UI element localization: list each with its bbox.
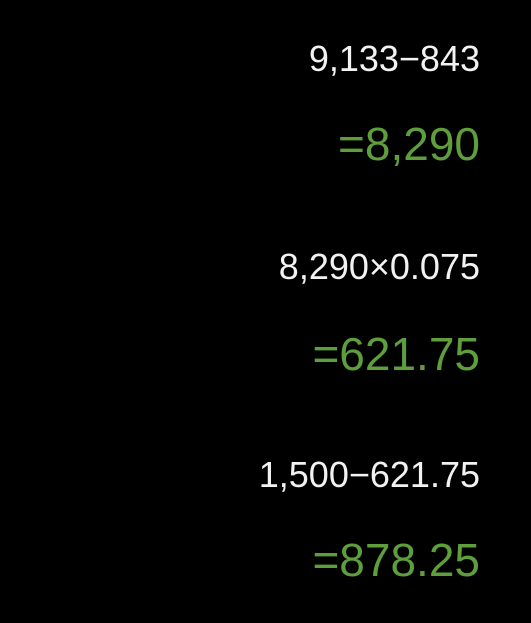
history-expression[interactable]: 8,290×0.075 xyxy=(0,249,480,285)
history-result[interactable]: =878.25 xyxy=(0,537,480,583)
history-result[interactable]: =621.75 xyxy=(0,331,480,377)
history-expression[interactable]: 9,133−843 xyxy=(0,41,480,77)
history-result[interactable]: =8,290 xyxy=(0,121,480,167)
history-expression[interactable]: 1,500−621.75 xyxy=(0,457,480,493)
